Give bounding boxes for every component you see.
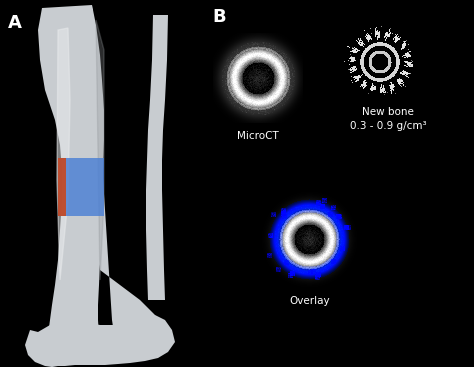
Text: A: A <box>8 14 22 32</box>
Bar <box>58 158 104 216</box>
Text: B: B <box>212 8 226 26</box>
Polygon shape <box>57 28 70 280</box>
Polygon shape <box>38 5 160 364</box>
Polygon shape <box>146 15 168 300</box>
Polygon shape <box>25 315 175 367</box>
Polygon shape <box>96 20 104 280</box>
Text: Overlay: Overlay <box>290 295 330 305</box>
Bar <box>58 158 66 216</box>
Text: New bone
0.3 - 0.9 g/cm³: New bone 0.3 - 0.9 g/cm³ <box>350 107 426 131</box>
Text: MicroCT: MicroCT <box>237 131 279 141</box>
